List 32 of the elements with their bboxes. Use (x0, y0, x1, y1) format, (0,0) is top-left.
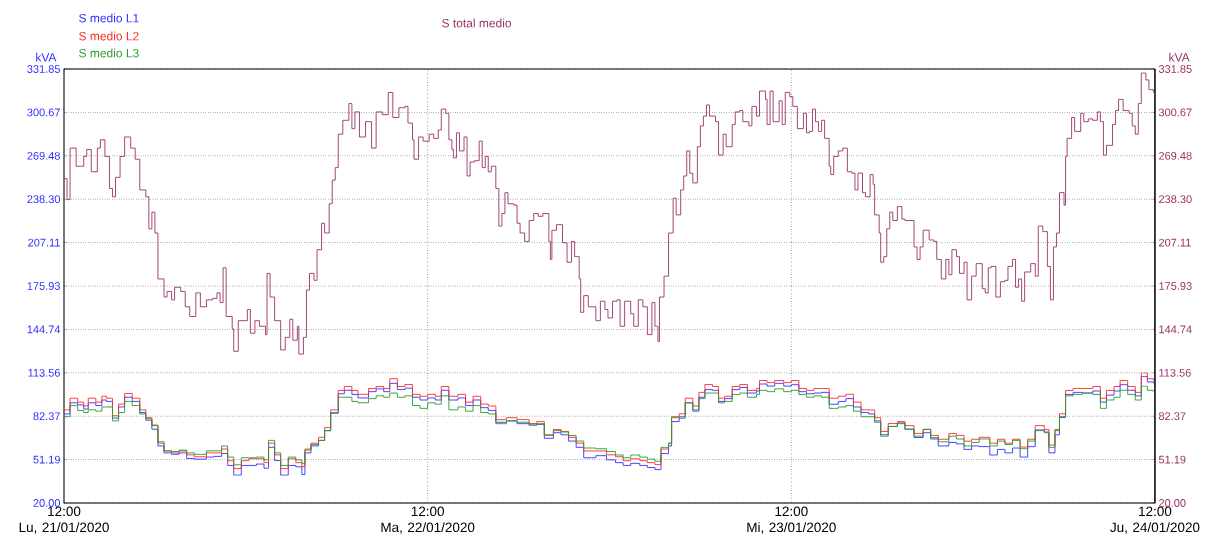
y-tick-label: 20.00 (33, 499, 61, 507)
y-tick-label: 300.67 (27, 108, 60, 117)
y2-tick-label: 51.19 (1158, 455, 1186, 464)
y-axis-title: kVA (36, 52, 57, 62)
x-tick-label: 12:00 Ju, 24/01/2020 (1110, 506, 1200, 534)
y2-tick-label: 175.93 (1159, 282, 1192, 290)
y2-axis-title: kVA (1169, 52, 1190, 62)
y2-tick-label: 113.56 (1159, 368, 1191, 377)
y-tick-label: 269.48 (27, 151, 60, 160)
y2-tick-label: 144.74 (1159, 325, 1192, 334)
y-tick-label: 175.93 (27, 282, 60, 290)
text: S medio L3 (79, 48, 139, 58)
text: S total medio (442, 18, 512, 28)
y2-tick-label: 300.67 (1158, 108, 1192, 117)
y-tick-label: 82.37 (33, 412, 60, 421)
y2-tick-label: 331.85 (1158, 65, 1192, 73)
y-tick-label: 51.19 (33, 455, 60, 464)
y-tick-label: 207.11 (28, 238, 60, 247)
y-tick-label: 113.56 (28, 368, 60, 377)
y-tick-label: 144.74 (27, 325, 61, 334)
y-tick-label: 238.30 (27, 195, 61, 204)
x-tick-label: 12:00 Lu, 21/01/2020 (19, 506, 109, 534)
y2-tick-label: 20.00 (1159, 499, 1186, 507)
y2-tick-label: 269.48 (1159, 151, 1192, 160)
y2-tick-label: 238.30 (1159, 195, 1192, 204)
x-tick-label: 12:00 Mi, 23/01/2020 (747, 506, 836, 534)
text: S medio L1 (79, 13, 139, 23)
y2-tick-label: 207.11 (1159, 238, 1191, 247)
x-tick-label: 12:00 Ma, 22/01/2020 (381, 506, 475, 534)
text: S medio L2 (79, 31, 139, 41)
y-tick-label: 331.85 (27, 65, 60, 73)
y2-tick-label: 82.37 (1158, 412, 1186, 421)
